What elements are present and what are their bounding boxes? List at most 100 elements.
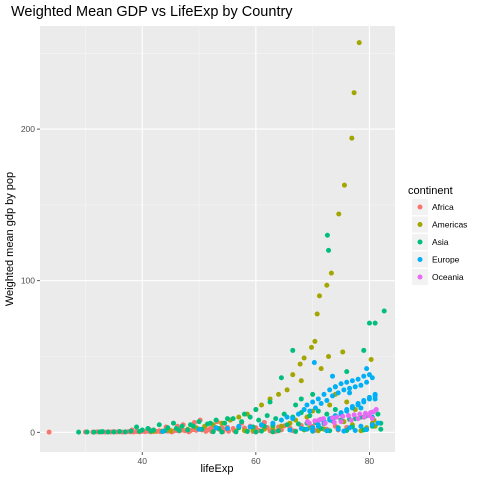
data-point [236, 414, 242, 420]
data-point [355, 400, 361, 406]
legend-key-point [417, 239, 423, 245]
data-point [191, 419, 197, 425]
data-point [332, 407, 338, 413]
data-point [361, 373, 367, 379]
data-point [247, 424, 253, 430]
data-point [331, 419, 337, 425]
data-point [253, 429, 259, 435]
data-point [91, 429, 97, 435]
data-point [236, 423, 242, 429]
data-point [324, 282, 330, 288]
data-point [284, 414, 290, 420]
data-point [276, 391, 282, 397]
data-point [105, 429, 111, 435]
data-point [297, 361, 303, 367]
data-point [344, 399, 350, 405]
legend-label: Europe [432, 255, 460, 265]
data-point [46, 429, 52, 435]
x-axis-title: lifeExp [200, 463, 233, 475]
data-point [361, 397, 367, 403]
data-point [347, 425, 353, 431]
data-point [375, 420, 381, 426]
data-point [122, 429, 128, 435]
data-point [310, 428, 316, 434]
data-point [324, 232, 330, 238]
data-point [349, 135, 355, 141]
data-point [256, 417, 262, 423]
data-point [349, 378, 355, 384]
data-point [76, 429, 82, 435]
data-point [347, 385, 353, 391]
data-point [128, 428, 134, 434]
data-point [341, 387, 347, 393]
data-point [318, 366, 324, 372]
data-point [340, 413, 346, 419]
data-point [304, 426, 310, 432]
data-point [352, 427, 358, 433]
data-point [295, 421, 301, 427]
data-point [247, 414, 253, 420]
data-point [364, 427, 370, 433]
data-point [117, 429, 123, 435]
data-point [312, 338, 318, 344]
data-point [351, 90, 357, 96]
data-point [111, 429, 117, 435]
data-point [160, 429, 166, 435]
data-point [352, 384, 358, 390]
data-point [312, 418, 318, 424]
data-point [290, 347, 296, 353]
data-point [364, 366, 370, 372]
data-point [338, 419, 344, 425]
legend-item-americas: Americas [412, 216, 467, 233]
data-point [301, 355, 307, 361]
data-point [328, 270, 334, 276]
data-point [207, 420, 213, 426]
data-point [357, 411, 363, 417]
legend-label: Americas [432, 220, 467, 230]
data-point [196, 419, 202, 425]
legend-label: Oceania [432, 272, 464, 282]
data-point [278, 417, 284, 423]
data-point [321, 391, 327, 397]
grid-lines [40, 26, 395, 452]
data-point [134, 424, 140, 430]
data-point [373, 407, 379, 413]
data-point [244, 429, 250, 435]
legend: continent Africa Americas Asia Europe Oceani… [408, 185, 467, 285]
data-point [99, 429, 105, 435]
axes: 40 60 80 0 100 200 [21, 124, 375, 466]
legend-key-point [417, 274, 423, 280]
data-point [335, 426, 341, 432]
data-point [301, 407, 307, 413]
data-point [196, 426, 202, 432]
data-point [327, 402, 333, 408]
data-point [351, 412, 357, 418]
legend-item-africa: Africa [412, 199, 454, 215]
data-point [344, 379, 350, 385]
data-point [307, 413, 313, 419]
data-point [304, 402, 310, 408]
data-point [264, 413, 270, 419]
data-point [326, 247, 332, 253]
data-point [315, 422, 321, 428]
data-point [355, 416, 361, 422]
legend-key-point [417, 222, 423, 227]
data-point [364, 379, 370, 385]
data-point [369, 375, 375, 381]
data-point [176, 427, 182, 433]
data-point [310, 391, 316, 397]
data-point [290, 416, 296, 422]
data-point [203, 428, 209, 434]
data-point [324, 428, 330, 434]
x-tick-label: 40 [138, 456, 148, 466]
data-point [366, 320, 372, 326]
data-point [361, 414, 367, 420]
data-point [210, 429, 216, 435]
data-point [270, 420, 276, 426]
data-point [310, 399, 316, 405]
data-point [259, 402, 265, 408]
data-point [347, 390, 353, 396]
data-point [230, 416, 236, 422]
data-point [190, 423, 196, 429]
